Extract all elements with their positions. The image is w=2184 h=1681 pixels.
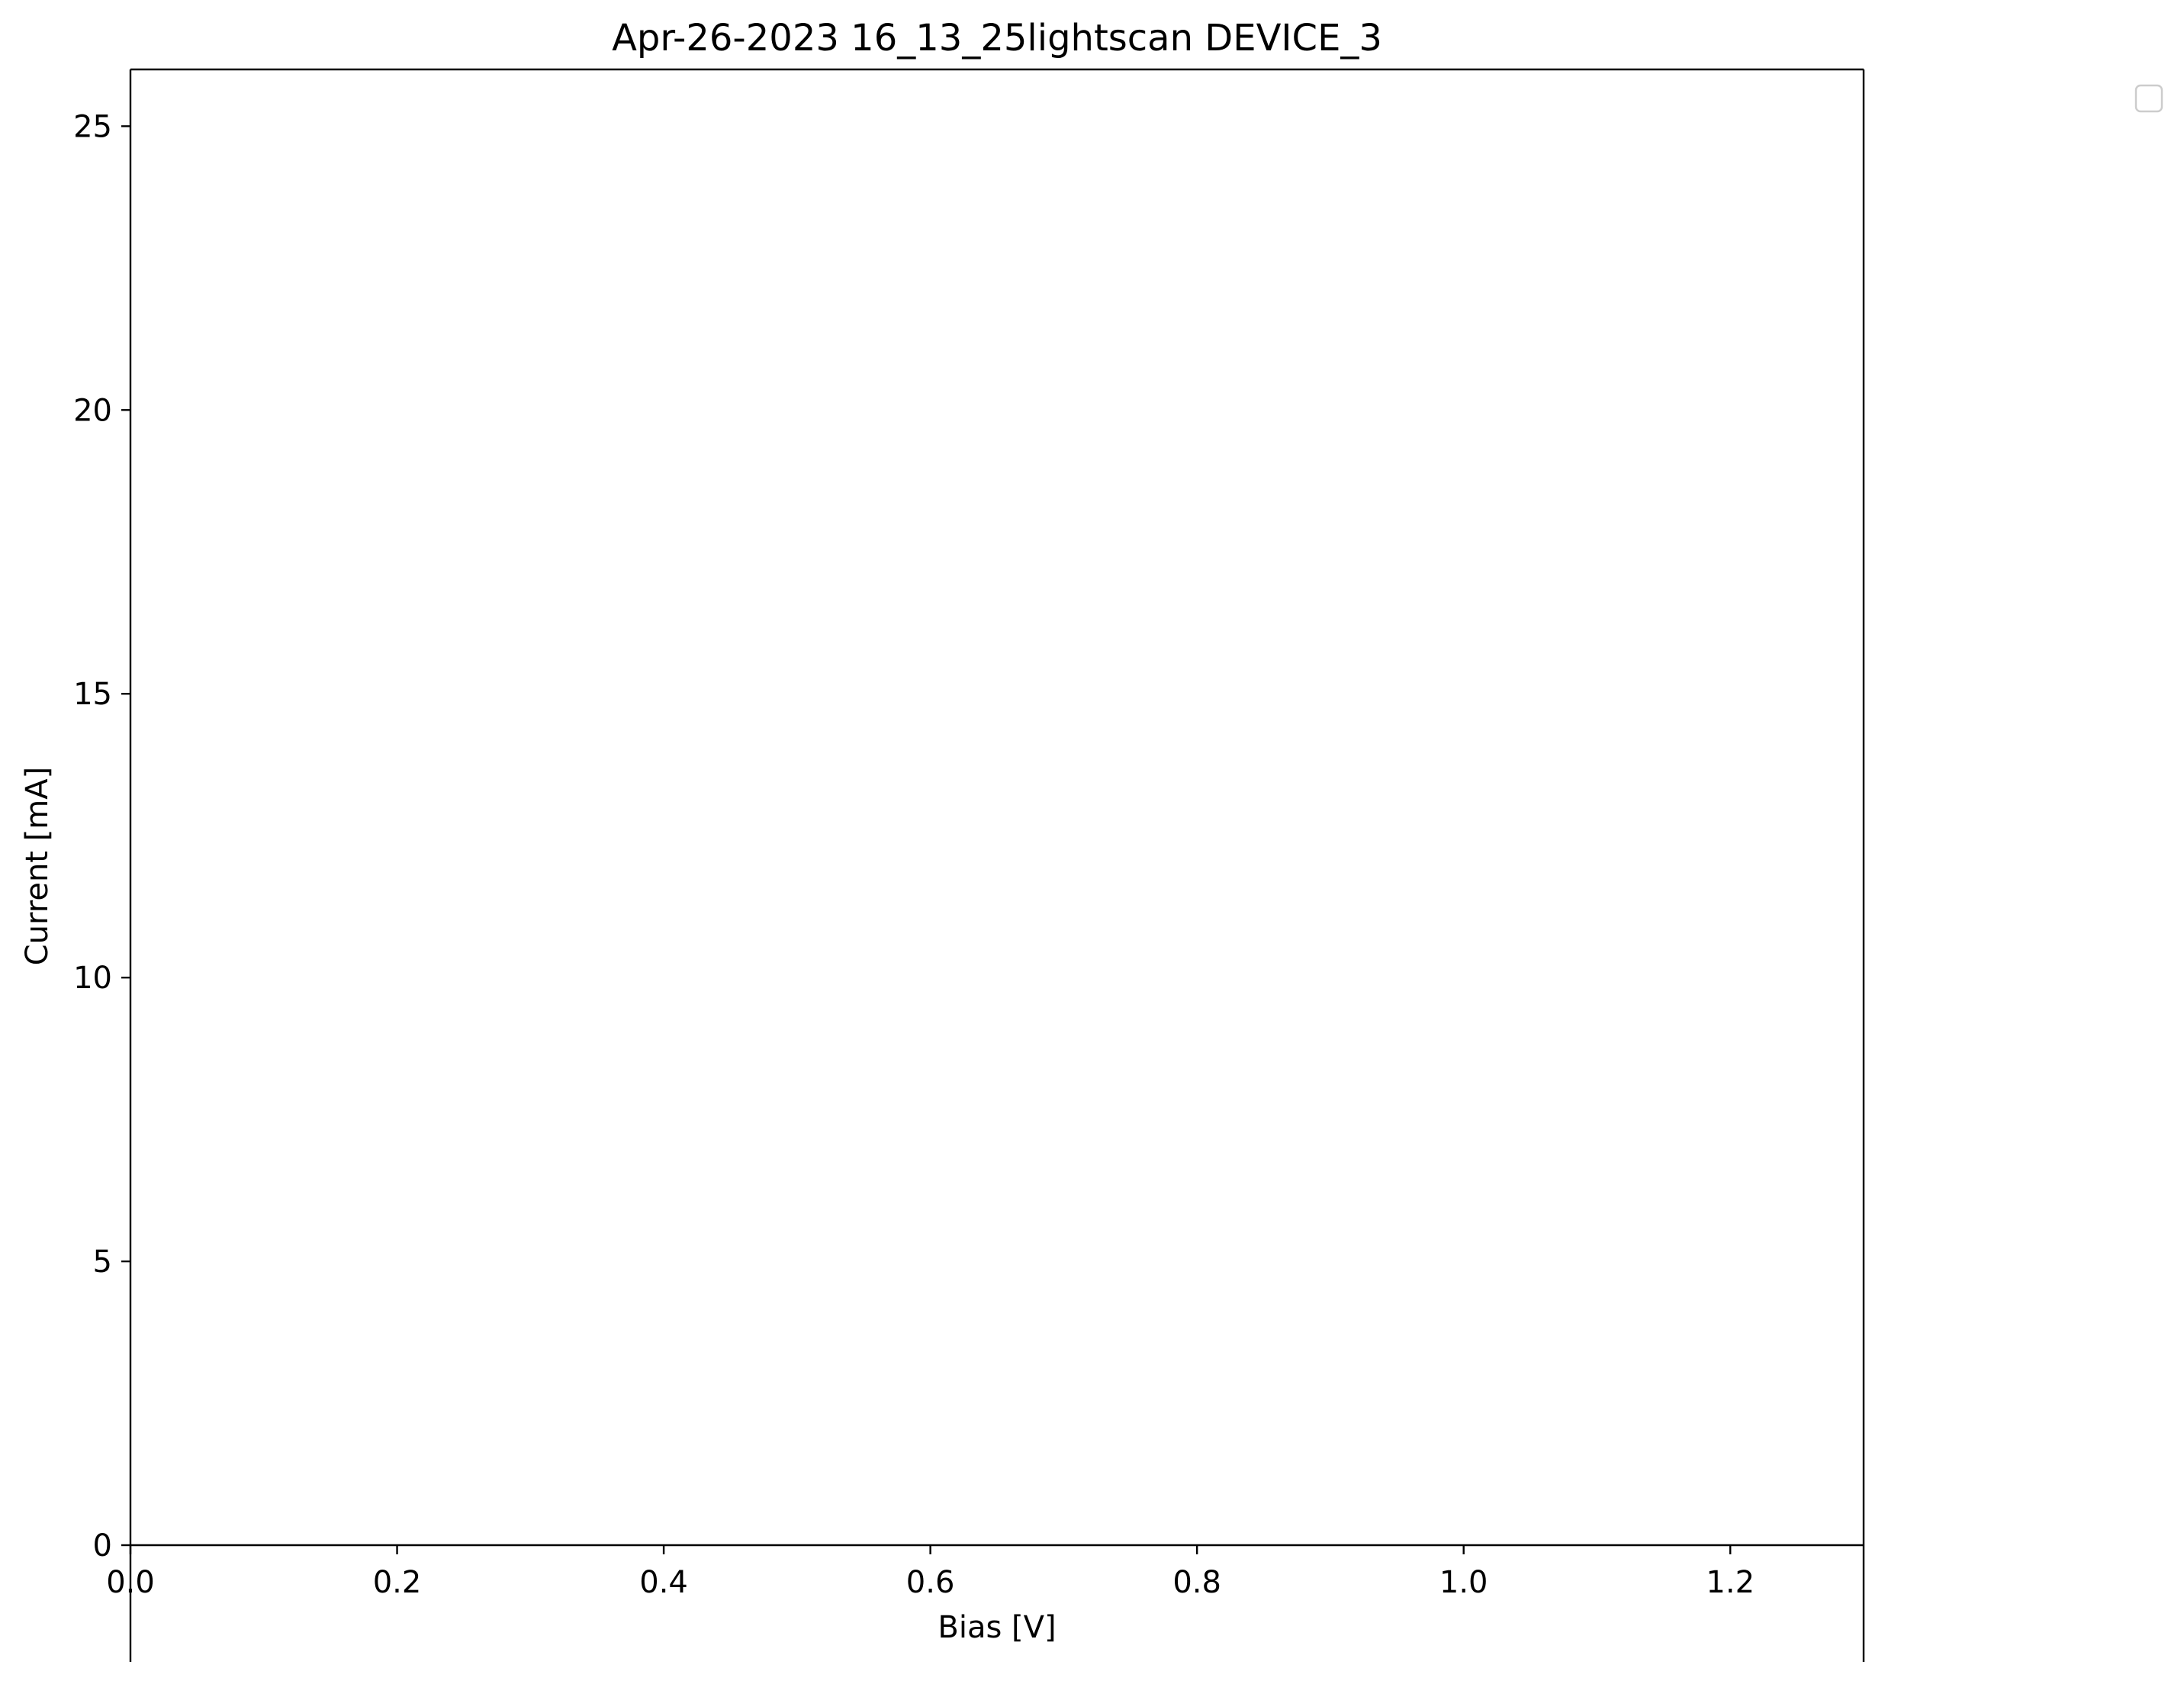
x-axis-ticks: 0.0 0.2 0.4 0.6 0.8 1.0 1.2 (106, 1545, 1755, 1600)
y-tick-label: 15 (73, 677, 112, 712)
x-tick-label: 0.2 (373, 1565, 422, 1600)
x-tick-label: 0.8 (1172, 1565, 1221, 1600)
x-axis-label: Bias [V] (938, 1610, 1056, 1645)
y-tick-label: 5 (93, 1245, 112, 1280)
plot-area-background (130, 69, 1864, 1545)
y-tick-label: 0 (93, 1528, 112, 1563)
chart-title: Apr-26-2023 16_13_25lightscan DEVICE_3 (612, 17, 1382, 60)
x-tick-label: 1.0 (1439, 1565, 1488, 1600)
y-axis-ticks: 0 5 10 15 20 25 (73, 109, 130, 1563)
y-tick-label: 25 (73, 109, 112, 144)
y-tick-label: 20 (73, 393, 112, 428)
x-tick-label: 1.2 (1706, 1565, 1755, 1600)
y-tick-label: 10 (73, 961, 112, 996)
x-tick-label: 0.0 (106, 1565, 155, 1600)
axes-frame (129, 68, 1865, 1662)
x-tick-label: 0.6 (906, 1565, 955, 1600)
legend-box (2134, 84, 2163, 113)
y-axis-label: Current [mA] (20, 767, 55, 966)
x-tick-label: 0.4 (639, 1565, 688, 1600)
legend (2134, 84, 2163, 113)
